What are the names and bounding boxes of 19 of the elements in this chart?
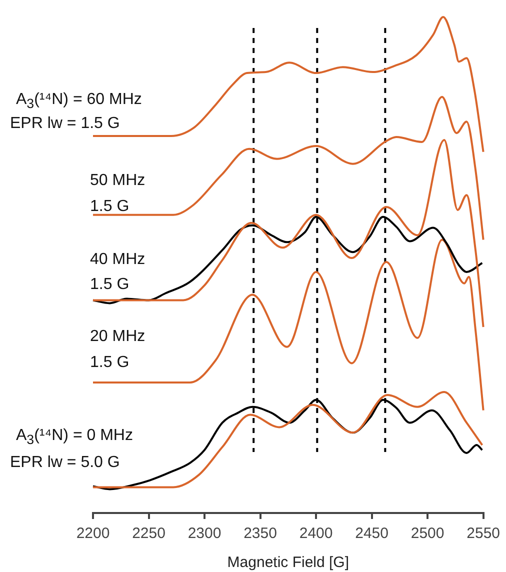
- x-tick-label: 2550: [466, 525, 500, 542]
- annotation: EPR lw = 1.5 G: [10, 115, 120, 133]
- annotation: EPR lw = 5.0 G: [10, 454, 120, 472]
- x-tick-label: 2200: [76, 525, 110, 542]
- annotation: 1.5 G: [90, 198, 130, 216]
- x-tick-label: 2300: [188, 525, 222, 542]
- annotation: 20 MHz: [90, 328, 146, 346]
- annotation: 50 MHz: [90, 172, 146, 190]
- x-tick-label: 2400: [299, 525, 333, 542]
- x-axis-title: Magnetic Field [G]: [227, 554, 350, 572]
- annotation: 1.5 G: [90, 354, 130, 372]
- annotation: A$_{3}$(¹⁴N) = 60 MHz: [16, 91, 142, 114]
- x-tick-label: 2250: [132, 525, 166, 542]
- annotation: 40 MHz: [90, 251, 146, 269]
- x-tick-label: 2450: [355, 525, 388, 542]
- annotation: A$_{3}$(¹⁴N) = 0 MHz: [16, 427, 133, 450]
- annotation: 1.5 G: [90, 276, 130, 294]
- x-tick-label: 2500: [410, 525, 444, 542]
- x-tick-label: 2350: [244, 525, 277, 542]
